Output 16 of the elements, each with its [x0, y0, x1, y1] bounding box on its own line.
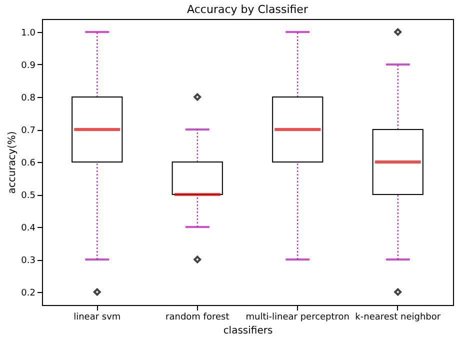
x-tick-label: linear svm — [74, 312, 121, 322]
y-tick-label: 0.2 — [21, 288, 36, 298]
y-tick-label: 0.8 — [21, 94, 36, 104]
x-axis-title: classifiers — [223, 326, 273, 336]
x-tick-label: random forest — [166, 312, 230, 322]
y-tick-label: 0.6 — [21, 158, 36, 168]
y-axis-title: accuracy(%) — [7, 131, 18, 194]
chart-title: Accuracy by Classifier — [187, 3, 308, 16]
x-tick-label: multi-linear perceptron — [246, 312, 350, 322]
y-tick-label: 0.4 — [21, 224, 36, 234]
y-tick-label: 0.5 — [21, 191, 36, 201]
y-tick-label: 0.9 — [21, 61, 36, 71]
x-tick-label: k-nearest neighbor — [355, 312, 441, 322]
y-tick-label: 0.7 — [21, 126, 36, 136]
y-tick-label: 0.3 — [21, 256, 36, 266]
y-tick-label: 1.0 — [21, 28, 36, 38]
